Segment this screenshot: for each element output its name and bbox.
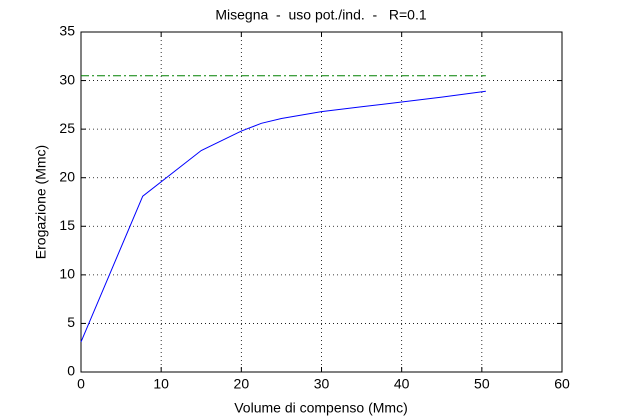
x-axis-label: Volume di compenso (Mmc)	[234, 400, 408, 416]
y-tick-label: 35	[59, 23, 75, 39]
y-tick-label: 15	[59, 217, 75, 233]
y-axis-label: Erogazione (Mmc)	[33, 145, 49, 259]
y-tick-label: 10	[59, 266, 75, 282]
y-tick-label: 25	[59, 120, 75, 136]
y-tick-label: 0	[67, 363, 75, 379]
x-tick-label: 20	[234, 376, 250, 392]
plot-frame	[80, 31, 563, 373]
x-tick-label: 30	[314, 376, 330, 392]
data-line	[80, 90, 486, 343]
y-tick-label: 5	[67, 314, 75, 330]
y-tick-label: 20	[59, 168, 75, 184]
x-tick-label: 0	[77, 376, 85, 392]
chart-title: Misegna - uso pot./ind. - R=0.1	[215, 7, 426, 23]
x-tick-label: 10	[153, 376, 169, 392]
x-tick-label: 40	[394, 376, 410, 392]
x-tick-label: 60	[554, 376, 570, 392]
x-tick-label: 50	[474, 376, 490, 392]
y-tick-label: 30	[59, 71, 75, 87]
